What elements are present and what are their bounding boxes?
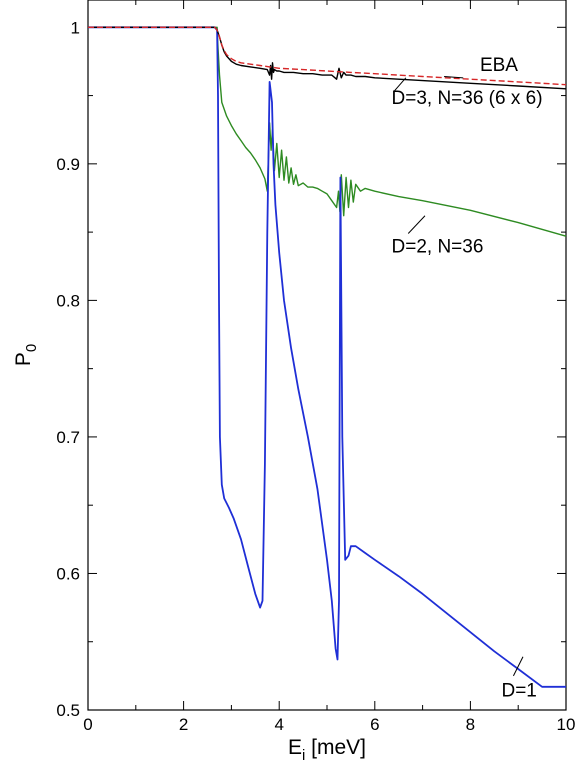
annotation-leader [393,77,407,92]
x-tick-label: 8 [466,715,475,734]
annotation-leader [512,656,524,677]
annotation-label: D=3, N=36 (6 x 6) [392,88,543,109]
tick-labels: 0 2 4 6 8 10 0.5 0.6 0.7 0.8 0.9 1 [56,18,575,734]
x-tick-label: 2 [179,715,188,734]
annotation-label: EBA [480,55,518,76]
y-tick-label: 0.5 [56,701,80,720]
x-tick-label: 10 [557,715,576,734]
annotations-group: EBA D=3, N=36 (6 x 6) D=2, N=36 D=1 [392,55,543,701]
axis-ticks [87,0,567,711]
annotation-label: D=1 [501,680,536,701]
y-tick-label: 0.9 [56,155,80,174]
x-tick-label: 0 [83,715,92,734]
series-line-d-1 [88,26,566,688]
y-tick-label: 0.8 [56,291,80,310]
annotation-label: D=2, N=36 [392,237,484,258]
series-group [88,26,567,688]
series-line-d-2-n-36 [88,26,567,237]
y-tick-label: 0.7 [56,428,80,447]
series-line-d-3-n-36-6-x-6 [88,26,567,90]
x-tick-label: 4 [274,715,283,734]
y-axis-label: P0 [12,344,40,366]
y-tick-label: 0.6 [56,564,80,583]
x-axis-label: Ei [meV] [288,736,366,764]
annotation-leader [444,75,464,79]
y-tick-label: 1 [71,18,80,37]
x-tick-label: 6 [370,715,379,734]
annotation-leader [407,215,426,234]
